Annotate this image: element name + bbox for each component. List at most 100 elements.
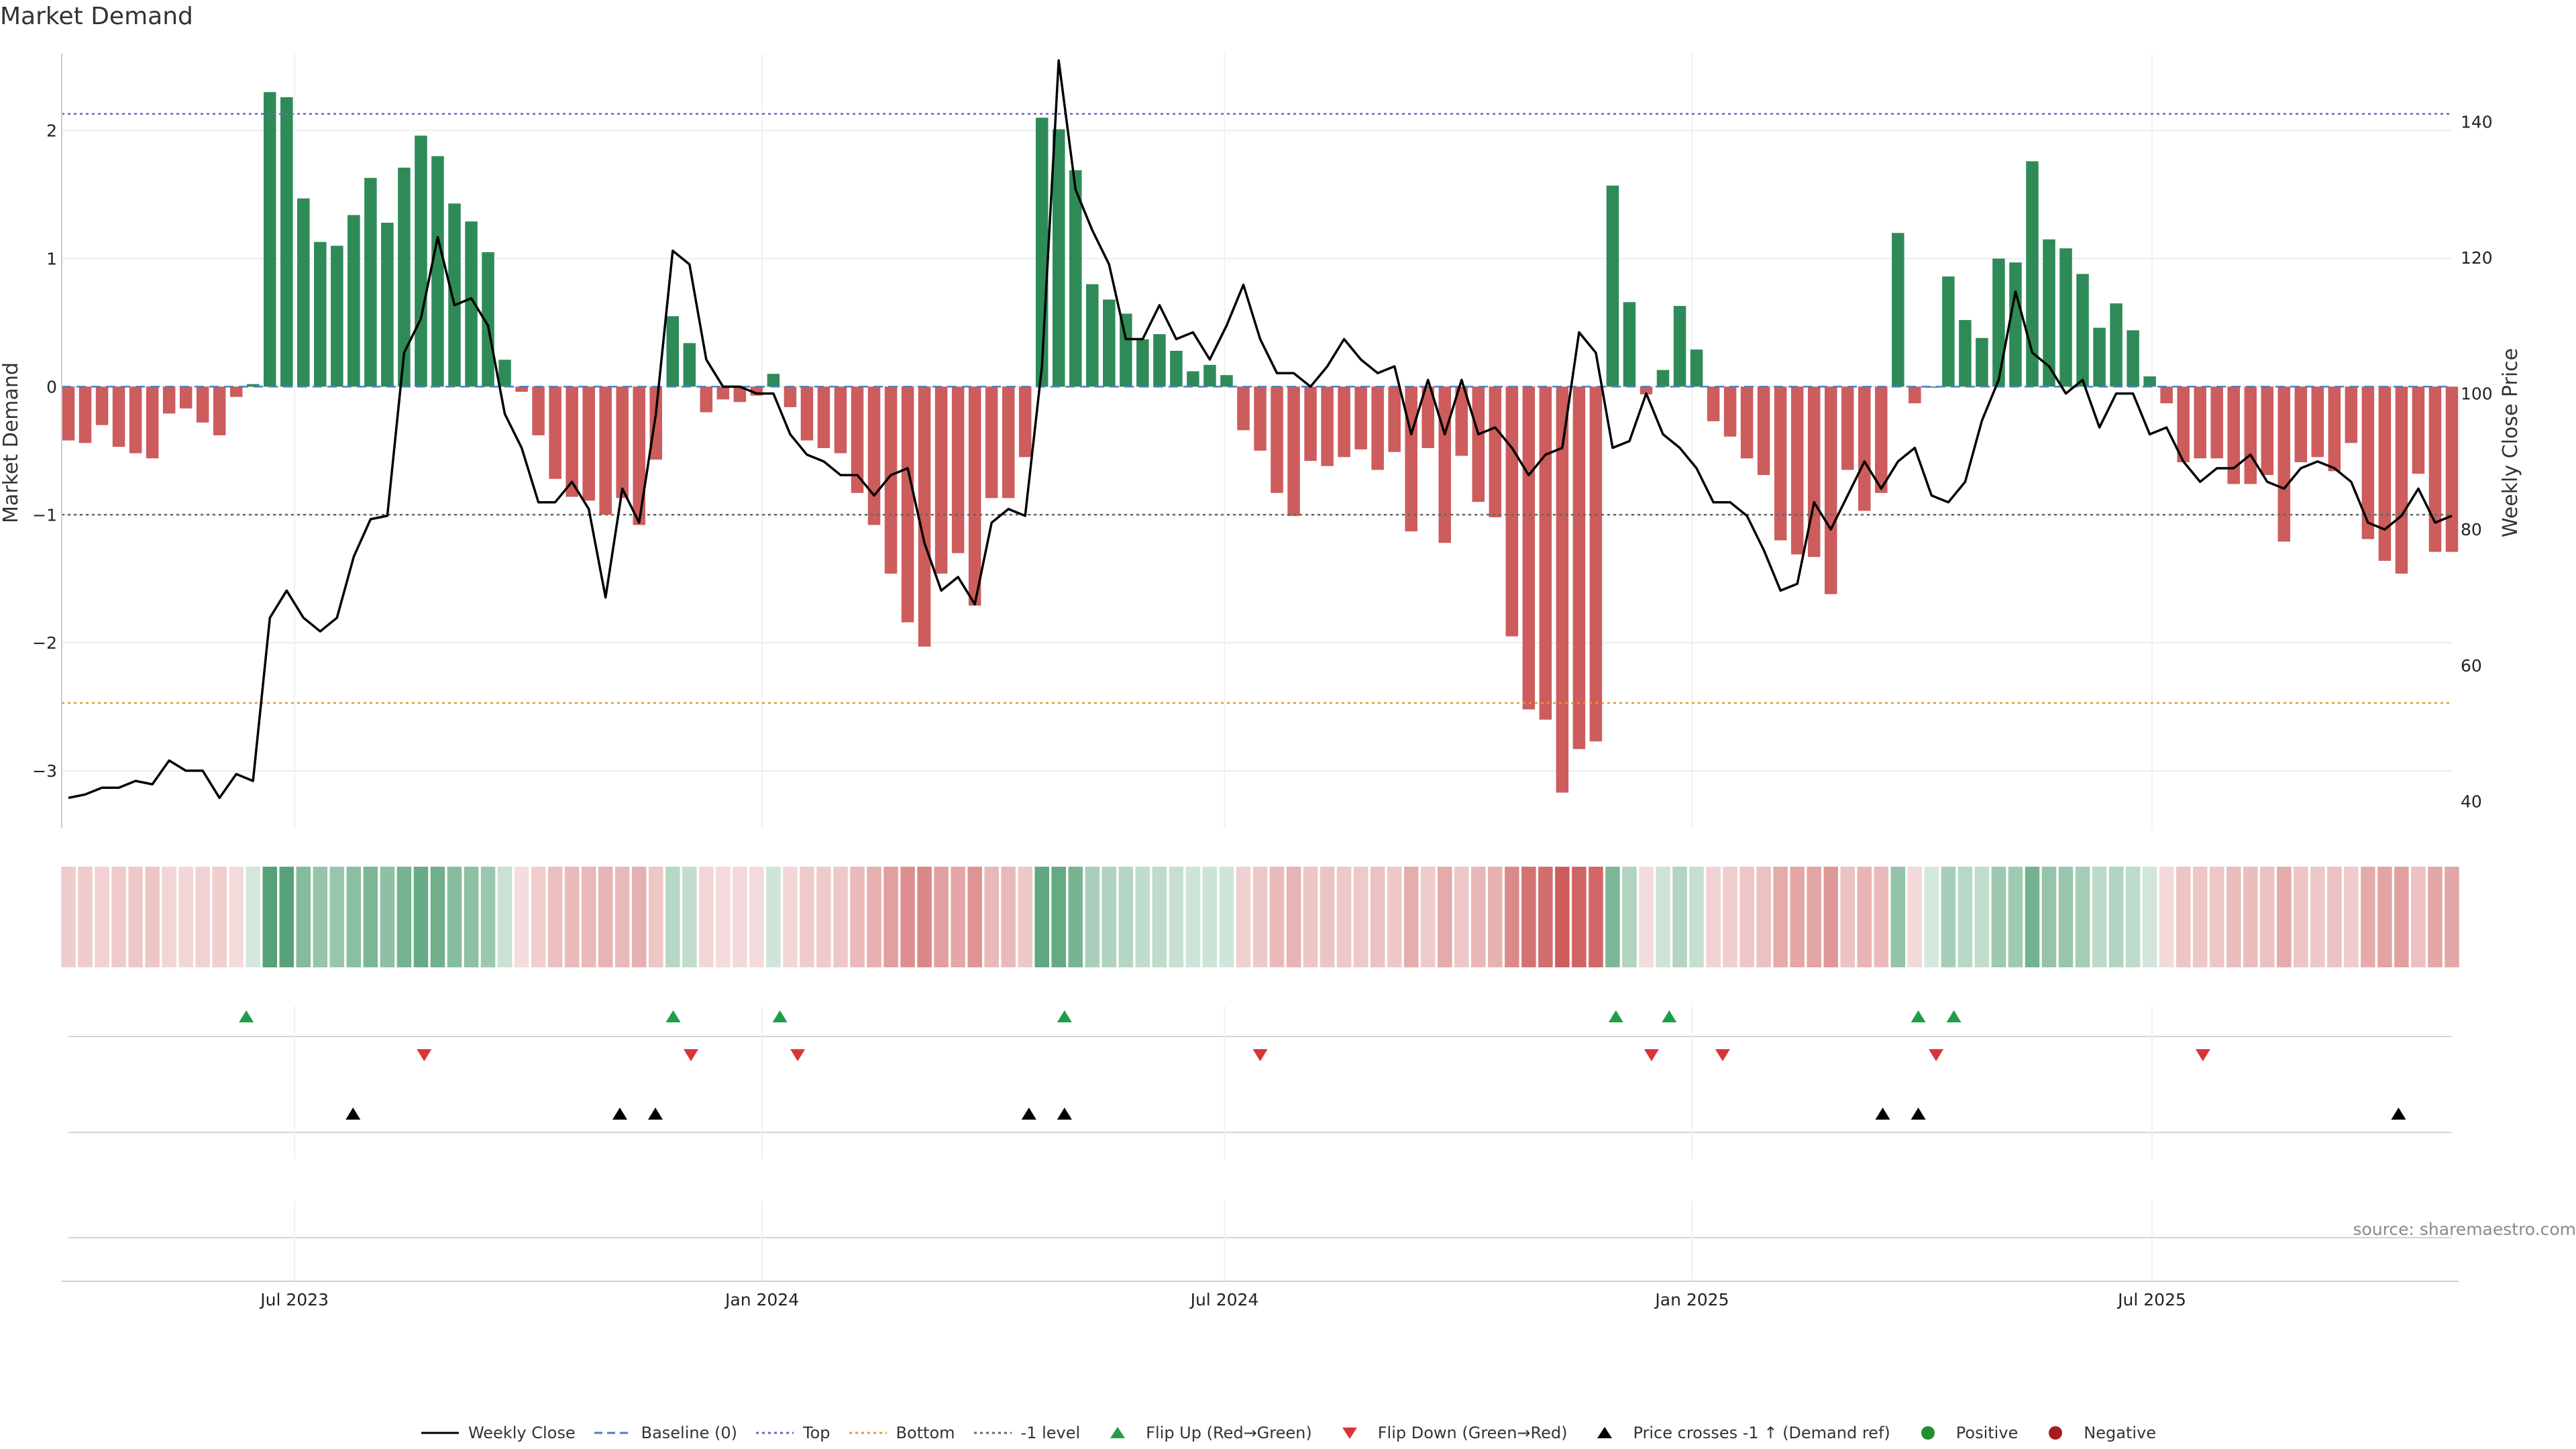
demand-bar-negative	[162, 386, 176, 414]
heat-cell	[2428, 867, 2443, 967]
legend-swatch	[2049, 1426, 2063, 1440]
heat-cell	[1437, 867, 1452, 967]
demand-bar-negative	[1421, 386, 1434, 448]
heat-cell	[749, 867, 764, 967]
legend-swatch	[849, 1432, 887, 1434]
demand-bar-negative	[2227, 386, 2240, 484]
demand-bar-negative	[1589, 386, 1603, 742]
demand-bar-negative	[1002, 386, 1015, 498]
demand-bar-negative	[2261, 386, 2274, 476]
demand-bar-negative	[800, 386, 814, 441]
x-tick-label: Jul 2024	[1189, 1290, 1259, 1309]
demand-bar-negative	[1338, 386, 1350, 458]
heat-cell	[195, 867, 210, 967]
demand-bar-positive	[280, 97, 293, 387]
demand-bar-positive	[1052, 129, 1065, 387]
heat-cell	[2344, 867, 2359, 967]
demand-bar-negative	[213, 386, 226, 435]
y-tick-label: 1	[46, 249, 57, 268]
demand-bar-positive	[1606, 185, 1619, 387]
heat-cell	[1555, 867, 1570, 967]
demand-bar-negative	[1388, 386, 1401, 452]
demand-bar-positive	[498, 360, 511, 387]
legend-label: Bottom	[896, 1424, 955, 1442]
demand-bar-negative	[1757, 386, 1770, 476]
heat-cell	[1169, 867, 1184, 967]
demand-bar-negative	[78, 386, 92, 443]
heat-cell	[1236, 867, 1251, 967]
heat-cell	[1823, 867, 1838, 967]
heat-cell	[1454, 867, 1469, 967]
legend-swatch	[973, 1432, 1012, 1434]
demand-bar-negative	[1237, 386, 1250, 431]
heat-cell	[1135, 867, 1150, 967]
heat-cell	[2377, 867, 2392, 967]
demand-bar-negative	[2378, 386, 2392, 561]
heat-cell	[631, 867, 647, 967]
demand-bar-negative	[1505, 386, 1519, 637]
demand-bar-negative	[1472, 386, 1485, 502]
heat-cell	[1118, 867, 1134, 967]
legend-label: Baseline (0)	[641, 1424, 737, 1442]
demand-bar-positive	[347, 215, 360, 387]
demand-bar-negative	[1489, 386, 1502, 518]
heat-cell	[547, 867, 563, 967]
heat-cell	[313, 867, 328, 967]
heat-cell	[564, 867, 580, 967]
heat-cell	[2041, 867, 2057, 967]
heat-cell	[2294, 867, 2308, 967]
legend-symbol	[1597, 1427, 1613, 1438]
heat-cell	[1370, 867, 1385, 967]
demand-bar-negative	[1304, 386, 1317, 462]
demand-bar-positive	[246, 384, 260, 387]
heat-cell	[1521, 867, 1536, 967]
demand-bar-positive	[2143, 376, 2156, 387]
y2-tick-label: 140	[2461, 112, 2493, 131]
heat-cell	[598, 867, 613, 967]
price-cross-marker	[2391, 1108, 2406, 1120]
demand-bar-positive	[1069, 170, 1082, 387]
heat-cell	[1505, 867, 1519, 967]
heat-cell	[1102, 867, 1117, 967]
demand-bar-negative	[716, 386, 730, 400]
demand-bar-positive	[1959, 320, 1972, 387]
y-tick-label: −2	[32, 633, 57, 653]
demand-bar-positive	[1942, 276, 1955, 387]
heat-cell	[1890, 867, 1906, 967]
heat-cell	[1790, 867, 1805, 967]
flip-up-marker	[1057, 1010, 1072, 1022]
legend-swatch	[1110, 1427, 1126, 1438]
legend-item-flip-down: Flip Down (Green→Red)	[1330, 1424, 1567, 1442]
demand-bar-negative	[633, 386, 645, 525]
demand-bar-positive	[1136, 339, 1149, 387]
legend-swatch	[1342, 1428, 1357, 1439]
heat-cell	[2411, 867, 2426, 967]
chart-legend: Weekly Close Baseline (0) Top Bottom -1 leve…	[0, 1424, 2576, 1442]
legend-symbol	[1110, 1427, 1126, 1438]
demand-bar-negative	[1018, 386, 1032, 458]
demand-bar-positive	[398, 167, 411, 387]
demand-bar-negative	[918, 386, 931, 647]
heat-cell	[1656, 867, 1670, 967]
heat-cell	[783, 867, 798, 967]
heat-cell	[1018, 867, 1032, 967]
demand-bar-negative	[2294, 386, 2308, 462]
heat-cell	[1471, 867, 1486, 967]
demand-bar-positive	[1153, 334, 1166, 387]
heat-cell	[1773, 867, 1788, 967]
demand-bar-negative	[985, 386, 998, 498]
flip-down-marker	[1929, 1049, 1944, 1061]
demand-bar-negative	[549, 386, 561, 479]
price-cross-marker	[1911, 1108, 1926, 1120]
demand-bar-negative	[566, 386, 578, 497]
heat-cell	[1488, 867, 1503, 967]
heat-cell	[162, 867, 176, 967]
heat-cell	[2142, 867, 2157, 967]
source-note: source: sharemaestro.com	[2353, 1220, 2576, 1239]
heat-cell	[1907, 867, 1923, 967]
heat-cell	[464, 867, 479, 967]
legend-symbol	[2049, 1426, 2063, 1440]
demand-bar-negative	[1824, 386, 1837, 594]
heat-cell	[2092, 867, 2107, 967]
